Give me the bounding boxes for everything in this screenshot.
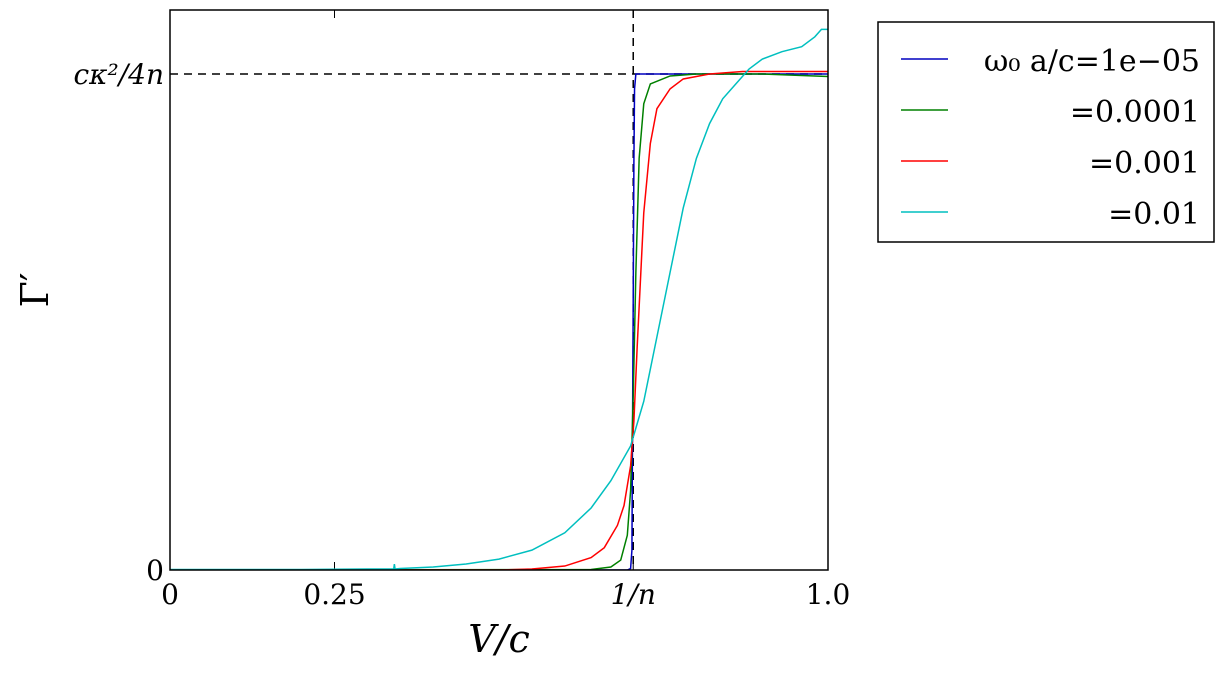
x-tick-label: 1.0 [806,578,851,611]
x-tick-label: 0.25 [303,578,365,611]
legend-label: =0.0001 [1070,95,1200,130]
series-line-4 [170,28,828,570]
series-line-2 [170,73,828,570]
x-tick-label: 0 [161,578,179,611]
y-tick-label: cκ²/4n [73,58,164,91]
legend: ω₀ a/c=1e−05 =0.0001 =0.001 =0.01 [877,21,1215,243]
plot-frame [169,9,829,571]
y-tick-label: 0 [146,554,164,587]
legend-label: =0.001 [1089,146,1200,181]
legend-label: ω₀ a/c=1e−05 [984,44,1200,79]
axis-ticks: 0 0.25 1/n 1.0 0 cκ²/4n [73,10,850,611]
x-axis-label: V/c [468,617,530,661]
legend-label: =0.01 [1108,197,1200,232]
series-line-3 [170,70,828,570]
x-tick-label: 1/n [611,578,656,611]
reference-lines [170,10,828,570]
y-axis-label: Γ′ [13,273,57,308]
series-group [170,28,828,570]
series-line-1 [170,73,828,570]
